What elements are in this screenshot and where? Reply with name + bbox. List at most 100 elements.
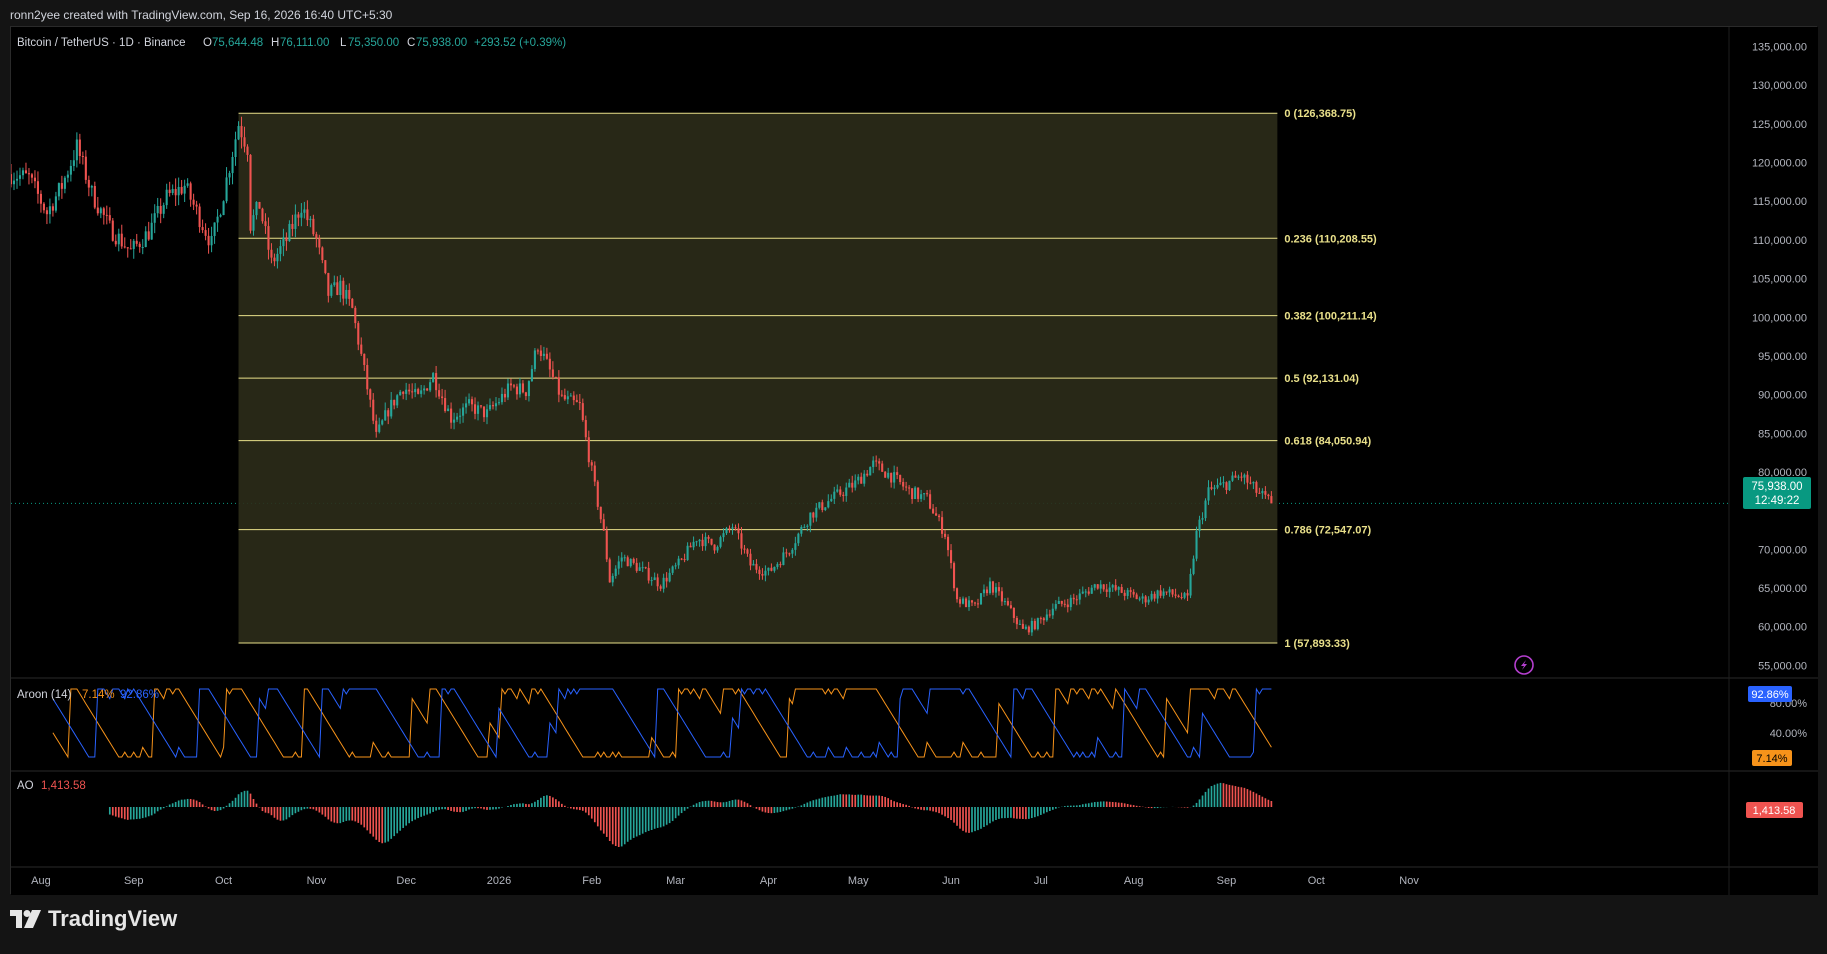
candle[interactable]: [566, 390, 569, 405]
candle[interactable]: [689, 542, 692, 548]
candle[interactable]: [1135, 592, 1138, 600]
candle[interactable]: [168, 181, 171, 197]
candle[interactable]: [935, 506, 938, 516]
candle[interactable]: [1030, 617, 1033, 636]
candle[interactable]: [656, 573, 659, 591]
candle[interactable]: [809, 512, 812, 533]
candle[interactable]: [264, 213, 267, 234]
candle[interactable]: [955, 587, 959, 603]
candle[interactable]: [1036, 617, 1039, 631]
candle[interactable]: [1198, 515, 1201, 538]
candle[interactable]: [803, 524, 806, 529]
candle[interactable]: [815, 503, 818, 522]
candle[interactable]: [584, 415, 587, 441]
candle[interactable]: [650, 576, 653, 586]
candle[interactable]: [539, 345, 542, 362]
candle[interactable]: [1210, 481, 1213, 491]
candle[interactable]: [1015, 615, 1018, 630]
candle[interactable]: [857, 474, 860, 485]
candle[interactable]: [216, 209, 219, 232]
candle[interactable]: [749, 548, 752, 571]
candle[interactable]: [1126, 587, 1129, 600]
candle[interactable]: [138, 241, 141, 253]
candle[interactable]: [90, 184, 93, 197]
candle[interactable]: [1006, 597, 1009, 607]
candle[interactable]: [336, 276, 339, 296]
candle[interactable]: [881, 460, 884, 472]
candle[interactable]: [309, 216, 312, 228]
candle[interactable]: [159, 198, 162, 224]
candle[interactable]: [1213, 484, 1216, 496]
candle[interactable]: [671, 565, 674, 576]
candle[interactable]: [569, 392, 572, 397]
candle[interactable]: [668, 568, 671, 583]
candle[interactable]: [57, 182, 60, 201]
candle[interactable]: [788, 552, 791, 557]
candle[interactable]: [860, 472, 863, 484]
candle[interactable]: [1108, 581, 1111, 598]
candle[interactable]: [707, 535, 710, 544]
candle[interactable]: [545, 347, 548, 360]
candle[interactable]: [491, 401, 495, 410]
candle[interactable]: [527, 380, 530, 402]
candle[interactable]: [991, 580, 995, 596]
candle[interactable]: [354, 305, 357, 329]
candle[interactable]: [599, 506, 602, 524]
candle[interactable]: [970, 599, 974, 607]
candle[interactable]: [674, 562, 677, 570]
candle[interactable]: [1186, 589, 1189, 602]
candle[interactable]: [1180, 592, 1183, 600]
candle[interactable]: [438, 383, 441, 400]
candle[interactable]: [677, 555, 680, 569]
candle[interactable]: [923, 492, 926, 501]
candle[interactable]: [725, 526, 728, 536]
candle[interactable]: [1147, 596, 1150, 605]
candle[interactable]: [1027, 625, 1030, 635]
candle[interactable]: [1204, 498, 1207, 522]
candle[interactable]: [920, 489, 923, 502]
candle[interactable]: [629, 558, 632, 568]
candle[interactable]: [692, 536, 695, 551]
candle[interactable]: [476, 401, 480, 421]
candle[interactable]: [1249, 476, 1252, 485]
candle[interactable]: [710, 538, 713, 546]
candle[interactable]: [300, 203, 303, 227]
candle[interactable]: [812, 511, 815, 523]
candle[interactable]: [952, 561, 956, 592]
candle[interactable]: [24, 162, 28, 174]
candle[interactable]: [126, 247, 129, 258]
candle[interactable]: [905, 481, 908, 492]
candle[interactable]: [345, 284, 348, 305]
candle[interactable]: [1117, 586, 1120, 596]
candle[interactable]: [120, 224, 123, 249]
candle[interactable]: [291, 214, 294, 237]
candle[interactable]: [1159, 584, 1162, 599]
candle[interactable]: [581, 398, 584, 422]
candle[interactable]: [411, 383, 414, 399]
candle[interactable]: [575, 394, 578, 403]
candle[interactable]: [183, 179, 186, 203]
candle[interactable]: [728, 525, 731, 533]
candle[interactable]: [1189, 568, 1192, 599]
candle[interactable]: [204, 223, 207, 241]
candle[interactable]: [1105, 583, 1108, 598]
candle[interactable]: [644, 566, 647, 570]
candle[interactable]: [794, 536, 797, 556]
candle[interactable]: [366, 358, 369, 395]
candle[interactable]: [321, 246, 324, 264]
candle[interactable]: [602, 513, 605, 532]
candle[interactable]: [1228, 480, 1231, 492]
candle[interactable]: [614, 565, 617, 579]
candle[interactable]: [593, 461, 596, 487]
candle[interactable]: [1240, 472, 1243, 482]
candle[interactable]: [249, 154, 252, 234]
candle[interactable]: [1246, 471, 1249, 490]
candle[interactable]: [213, 222, 216, 244]
candle[interactable]: [372, 393, 375, 425]
candle[interactable]: [734, 524, 737, 531]
candle[interactable]: [54, 191, 57, 213]
candle[interactable]: [973, 601, 977, 607]
candle[interactable]: [929, 489, 932, 510]
candle[interactable]: [1144, 595, 1147, 608]
candle[interactable]: [1261, 488, 1264, 499]
